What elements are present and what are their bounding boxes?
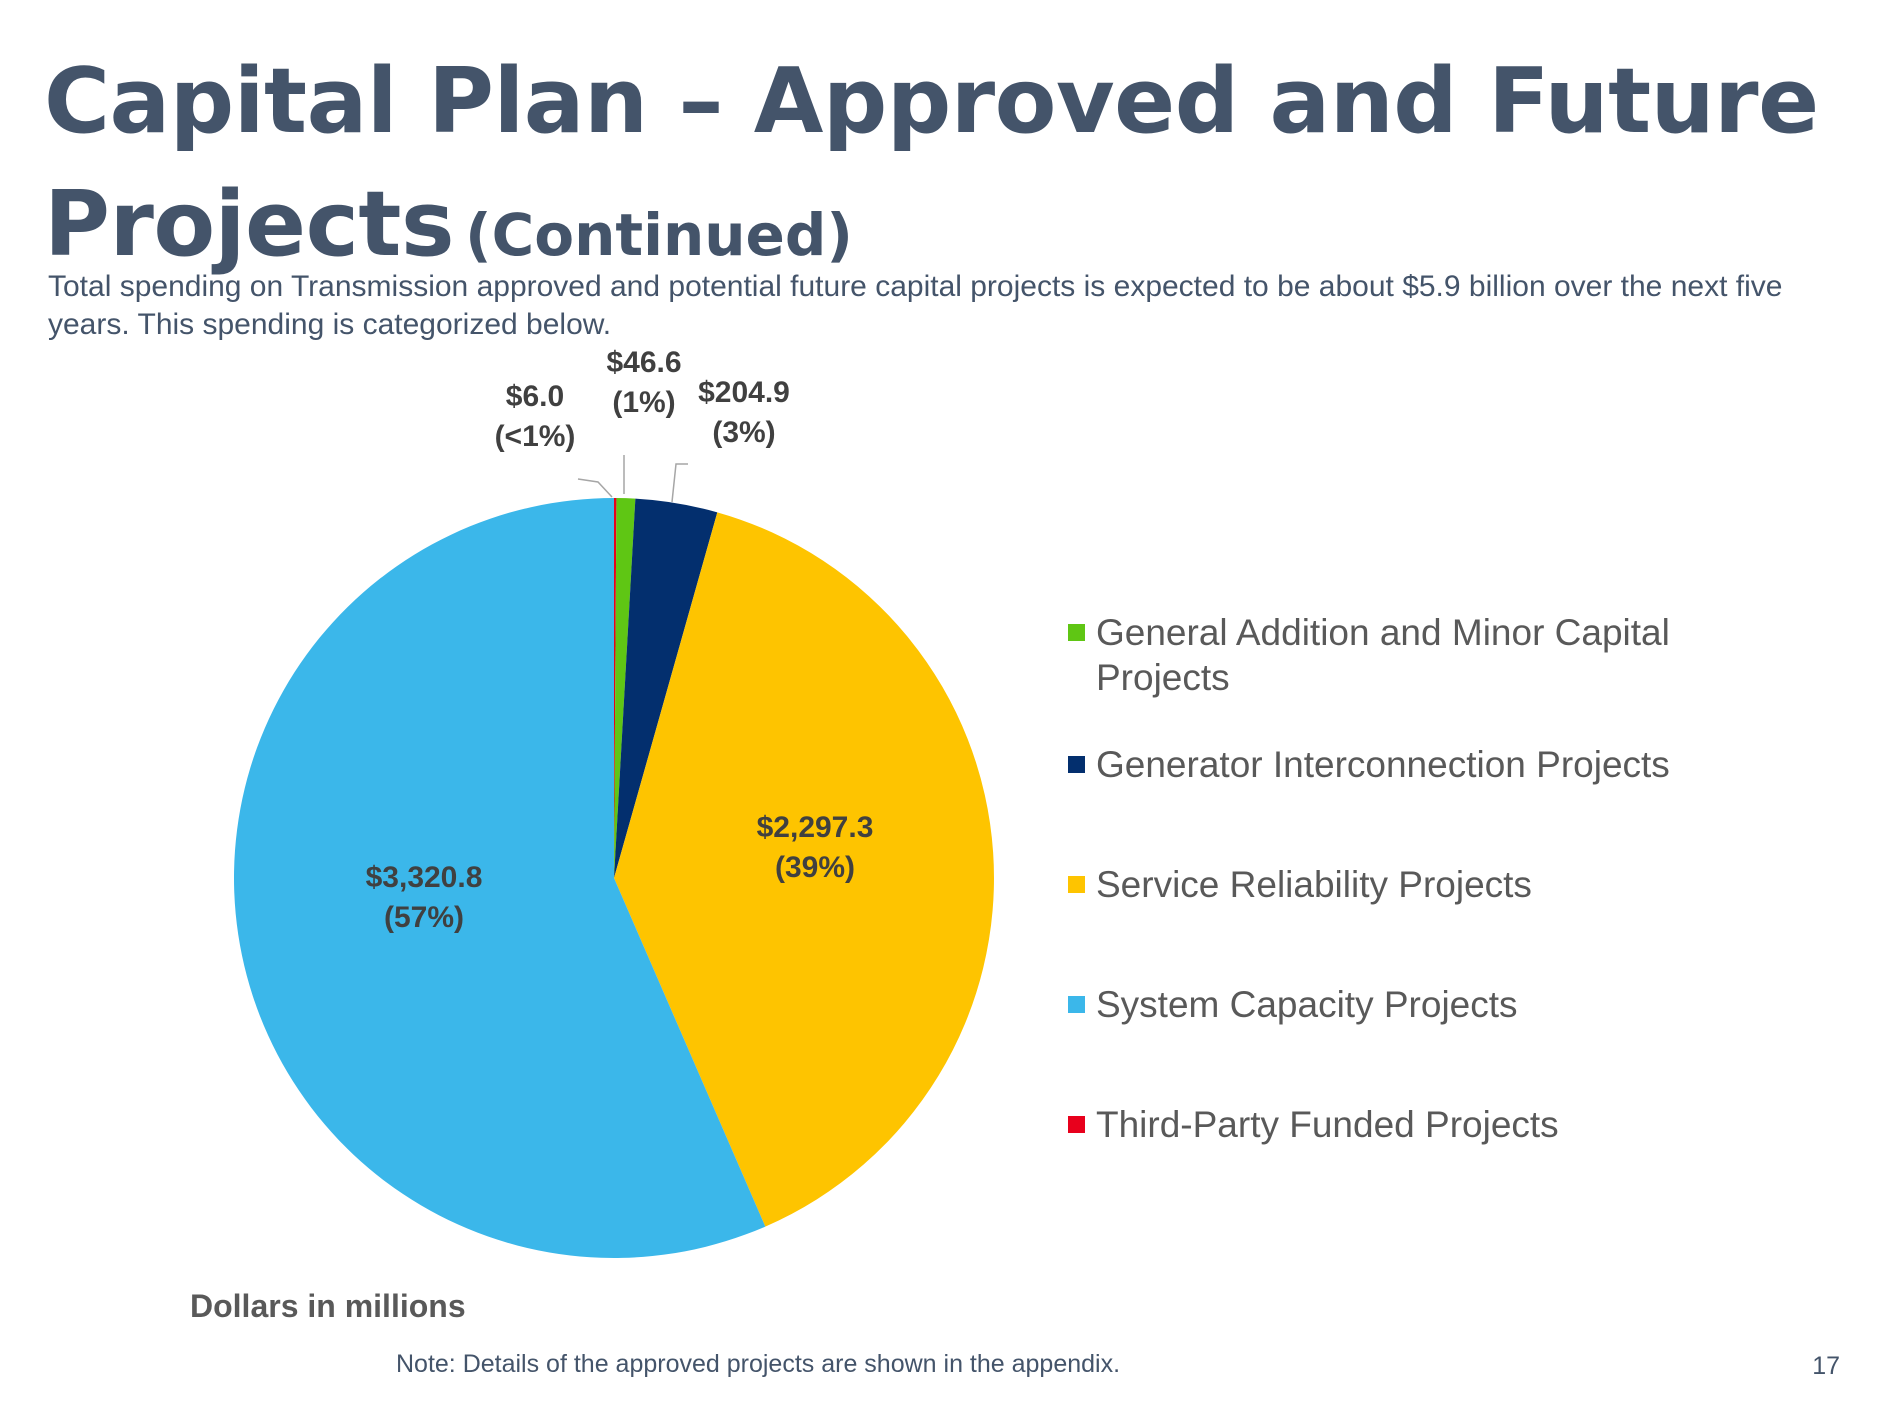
data-labels: $6.0 (<1%) $46.6 (1%) $204.9 (3%) $2,297.3 (39%… (366, 346, 874, 934)
pie-slice-generator-interconnection-projects (614, 498, 718, 878)
legend-label: Generator Interconnection Projects (1096, 744, 1670, 785)
footnote: Note: Details of the approved projects a… (396, 1350, 1121, 1378)
legend-label: General Addition and Minor Capital Proje… (1096, 612, 1670, 698)
data-label-value: $2,297.3 (757, 811, 874, 844)
data-label-percent: (3%) (712, 416, 775, 449)
legend-label: System Capacity Projects (1096, 984, 1518, 1025)
data-label-value: $204.9 (698, 376, 790, 409)
pie-slice-general-addition-and-minor-capital-projects (614, 498, 636, 878)
legend-swatch (1068, 756, 1085, 773)
page-number: 17 (1812, 1352, 1840, 1380)
pie-slice-system-capacity-projects (233, 498, 766, 1259)
data-label-percent: (57%) (384, 901, 464, 934)
pie-slice-third-party-funded-projects (614, 498, 617, 878)
pie-slices (233, 498, 994, 1259)
legend-swatch (1068, 1116, 1085, 1133)
legend-swatch (1068, 624, 1085, 641)
legend-swatch (1068, 876, 1085, 893)
legend-swatch (1068, 996, 1085, 1013)
data-label-value: $46.6 (606, 346, 681, 379)
leader-line (577, 478, 613, 498)
leader-line (671, 463, 688, 503)
slide-title-suffix: (Continued) (465, 201, 853, 269)
data-label-value: $3,320.8 (366, 861, 483, 894)
units-note: Dollars in millions (190, 1288, 466, 1324)
slide-title-main: Capital Plan – Approved and Future Proje… (44, 49, 1819, 277)
legend-label: Third-Party Funded Projects (1096, 1104, 1559, 1145)
data-label-percent: (39%) (775, 851, 855, 884)
data-label-value: $6.0 (506, 380, 564, 413)
slide-subtitle: Total spending on Transmission approved … (48, 270, 1783, 341)
legend-label: Service Reliability Projects (1096, 864, 1532, 905)
data-label-percent: (<1%) (495, 420, 576, 453)
data-label-percent: (1%) (612, 386, 675, 419)
pie-slice-service-reliability-projects (614, 512, 994, 1227)
leader-lines (577, 455, 688, 503)
slide-title: Capital Plan – Approved and Future Proje… (44, 50, 1844, 296)
